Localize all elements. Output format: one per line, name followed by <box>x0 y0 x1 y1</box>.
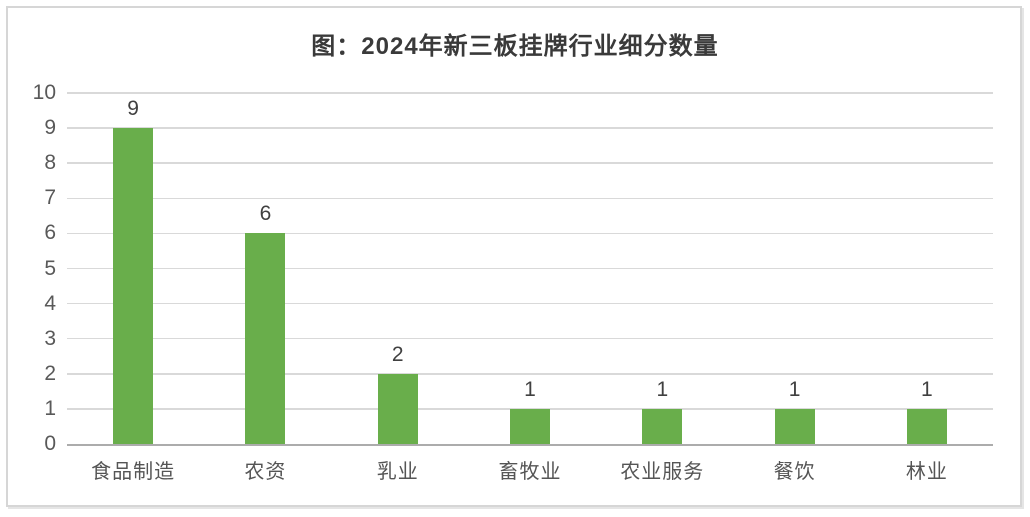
y-tick-label: 0 <box>44 432 56 455</box>
y-tick-label: 2 <box>44 361 56 385</box>
value-label: 1 <box>921 377 933 401</box>
category-label-农业服务: 农业服务 <box>620 461 705 483</box>
chart-title: 图：2024年新三板挂牌行业细分数量 <box>311 33 719 60</box>
category-label-乳业: 乳业 <box>376 461 419 483</box>
bar-林业 <box>906 408 947 444</box>
x-axis-line <box>67 444 993 446</box>
category-label-畜牧业: 畜牧业 <box>498 461 562 483</box>
gridline <box>67 127 993 129</box>
gridline <box>67 408 993 410</box>
category-label-餐饮: 餐饮 <box>773 461 816 483</box>
bar-农业服务 <box>642 408 683 444</box>
category-label-食品制造: 食品制造 <box>91 461 176 483</box>
bar-农资 <box>245 233 286 444</box>
plot-area <box>67 92 993 446</box>
bar-餐饮 <box>774 408 815 444</box>
y-tick-label: 3 <box>44 326 56 350</box>
y-tick-label: 6 <box>44 221 56 245</box>
bar-食品制造 <box>113 128 154 444</box>
category-label-农资: 农资 <box>244 461 287 483</box>
gridline <box>67 92 993 94</box>
value-label: 1 <box>788 377 801 401</box>
gridline <box>67 373 993 375</box>
value-label: 2 <box>391 342 404 366</box>
gridline <box>67 197 993 200</box>
value-label: 6 <box>259 202 272 226</box>
gridline <box>67 302 993 305</box>
y-tick-label: 7 <box>44 186 56 210</box>
y-tick-label: 4 <box>44 291 56 315</box>
bar-乳业 <box>377 373 418 444</box>
y-tick-label: 9 <box>44 116 56 140</box>
gridline <box>67 162 993 164</box>
y-tick-label: 5 <box>44 256 56 280</box>
value-label: 1 <box>524 377 536 401</box>
y-tick-label: 8 <box>44 151 56 175</box>
gridline <box>67 232 993 235</box>
gridline <box>67 337 993 340</box>
gridline <box>67 267 993 270</box>
value-label: 1 <box>656 377 669 401</box>
category-label-林业: 林业 <box>905 461 948 483</box>
bar-畜牧业 <box>510 408 550 444</box>
value-label: 9 <box>127 97 139 121</box>
y-tick-label: 1 <box>44 396 56 420</box>
y-tick-label: 10 <box>32 81 56 104</box>
